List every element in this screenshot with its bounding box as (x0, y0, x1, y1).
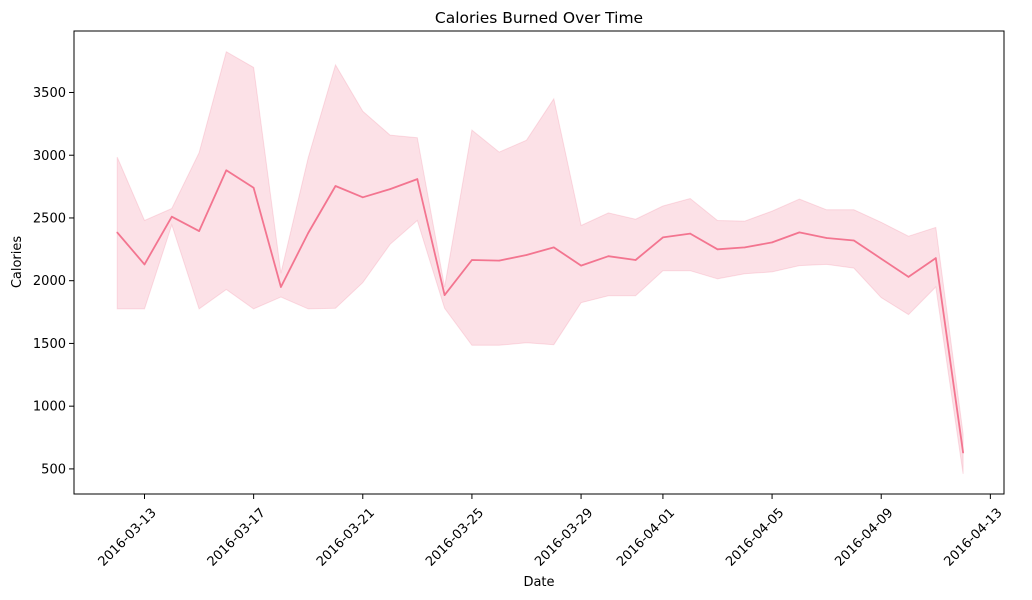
x-tick-label: 2016-03-29 (532, 506, 596, 570)
data-point (116, 231, 118, 234)
y-axis-title: Calories (10, 236, 25, 289)
data-point (416, 178, 419, 180)
data-point (798, 231, 801, 234)
x-tick-label: 2016-04-13 (942, 506, 1006, 570)
confidence-band (116, 50, 964, 474)
y-tick-label: 2000 (33, 274, 66, 289)
data-point (525, 254, 528, 256)
x-tick-label: 2016-03-21 (314, 506, 378, 570)
y-axis: 500 1000 1500 2000 2500 3000 3500 (33, 86, 74, 477)
data-point (443, 294, 446, 296)
data-point (771, 241, 773, 244)
chart-title: Calories Burned Over Time (435, 9, 643, 27)
data-point (171, 215, 173, 218)
data-point (580, 264, 582, 267)
data-point (607, 255, 610, 257)
series-line (116, 169, 964, 453)
data-point (553, 246, 555, 249)
x-axis-title: Date (523, 575, 554, 590)
data-point (471, 259, 473, 261)
y-tick-label: 3000 (33, 149, 66, 164)
axes-frame (73, 30, 1005, 495)
x-tick-label: 2016-03-13 (96, 506, 160, 570)
x-tick-label: 2016-04-05 (723, 506, 787, 570)
data-point (362, 196, 364, 199)
data-point (689, 232, 691, 235)
y-tick-label: 2500 (33, 212, 66, 227)
data-point (716, 248, 719, 251)
plot-area (116, 50, 964, 474)
data-point (498, 259, 501, 262)
x-axis: 2016-03-13 2016-03-17 2016-03-21 2016-03-25… (96, 494, 1006, 570)
data-point (744, 246, 746, 249)
y-tick-label: 500 (41, 462, 66, 477)
data-point (307, 232, 310, 234)
data-point (198, 230, 200, 232)
x-tick-label: 2016-03-17 (205, 506, 269, 570)
y-tick-label: 3500 (33, 86, 66, 101)
data-point (252, 187, 255, 189)
data-point (389, 188, 391, 190)
x-tick-label: 2016-03-25 (423, 506, 487, 570)
data-point (225, 169, 228, 172)
data-point (853, 239, 855, 242)
y-tick-label: 1000 (33, 400, 66, 415)
data-point (334, 185, 337, 187)
data-point (880, 257, 882, 260)
x-tick-label: 2016-04-09 (832, 506, 896, 570)
data-point (662, 236, 664, 239)
data-point (280, 286, 282, 288)
data-point (962, 451, 964, 454)
x-tick-label: 2016-04-01 (614, 506, 678, 570)
data-point (143, 263, 146, 266)
data-point (935, 257, 937, 259)
y-tick-label: 1500 (33, 337, 66, 352)
data-point (825, 237, 828, 239)
data-point (634, 259, 637, 261)
data-point (907, 276, 910, 278)
